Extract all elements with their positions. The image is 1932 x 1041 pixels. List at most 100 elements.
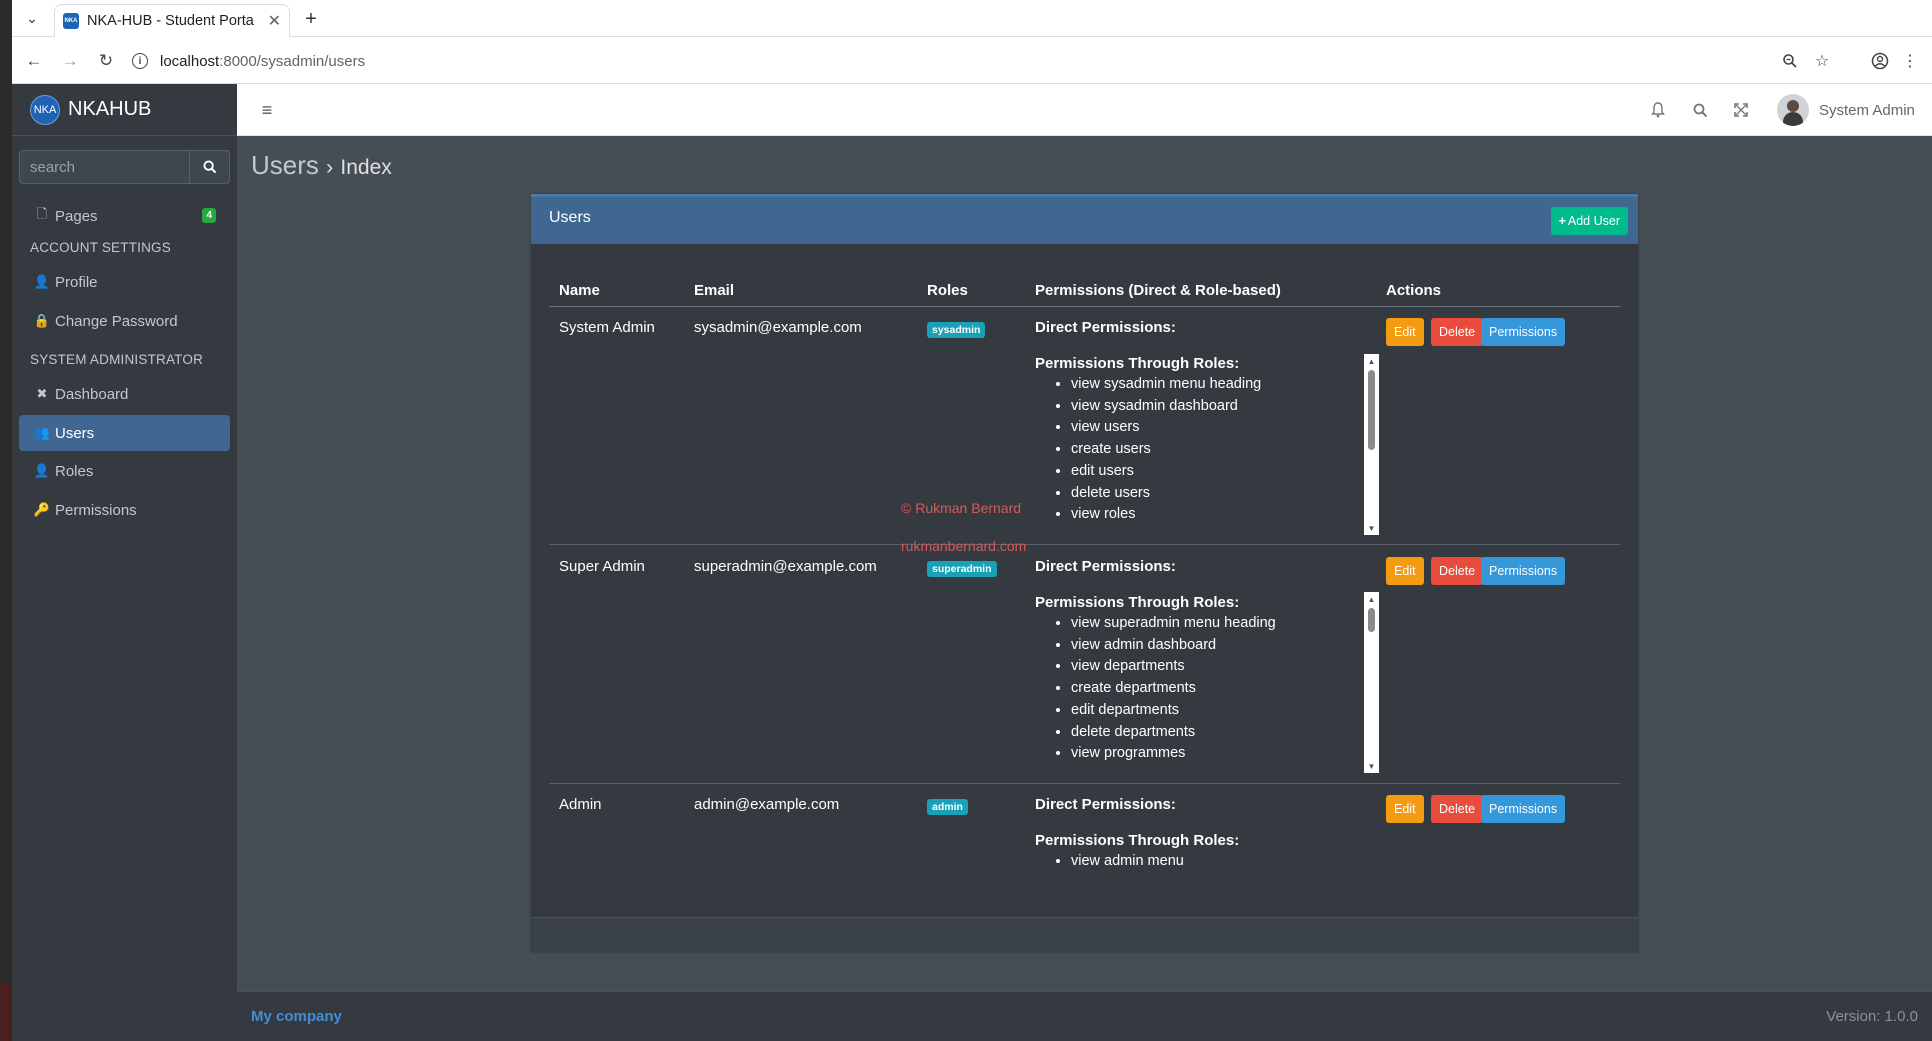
user-name-cell: Admin — [559, 796, 602, 813]
scroll-up-arrow-icon[interactable]: ▲ — [1367, 356, 1376, 366]
tab-close-icon[interactable]: ✕ — [267, 13, 281, 30]
sidebar-item-label: Change Password — [55, 312, 178, 330]
sidebar-item-change-password[interactable]: 🔒 Change Password — [19, 303, 230, 339]
permission-item: delete departments — [1071, 722, 1367, 744]
delete-button[interactable]: Delete — [1431, 795, 1484, 823]
permission-item: view admin dashboard — [1071, 635, 1367, 657]
card-title: Users — [549, 209, 591, 226]
permission-item: view users — [1071, 417, 1367, 439]
new-tab-plus-icon[interactable]: + — [305, 7, 317, 30]
desktop-edge — [0, 0, 12, 1041]
user-email-cell: admin@example.com — [694, 796, 840, 813]
sidebar-item-permissions[interactable]: 🔑 Permissions — [19, 492, 230, 528]
footer-company-link[interactable]: My company — [251, 1008, 342, 1025]
user-icon: 👤 — [33, 274, 51, 289]
tab-search-chevron-icon[interactable]: ⌄ — [26, 9, 38, 26]
sidebar-search-button[interactable] — [189, 150, 230, 184]
main-footer: My company Version: 1.0.0 — [237, 991, 1932, 1041]
site-info-icon[interactable]: i — [132, 53, 148, 69]
fullscreen-icon[interactable] — [1729, 98, 1753, 122]
direct-permissions-label: Direct Permissions: — [1035, 796, 1176, 813]
scroll-up-arrow-icon[interactable]: ▲ — [1367, 594, 1376, 604]
role-badge: superadmin — [927, 561, 997, 577]
permission-item: create users — [1071, 439, 1367, 461]
sidebar-item-dashboard[interactable]: ✖ Dashboard — [19, 376, 230, 412]
permission-item: view sysadmin dashboard — [1071, 396, 1367, 418]
add-user-button[interactable]: + Add User — [1550, 207, 1628, 235]
url-field[interactable]: i localhost:8000/sysadmin/users — [132, 45, 1832, 77]
permission-item: view sysadmin menu heading — [1071, 374, 1367, 396]
row-divider — [549, 783, 1620, 784]
brand-link[interactable]: NKA NKAHUB — [12, 84, 237, 136]
search-icon[interactable] — [1688, 98, 1712, 122]
sidebar-search-input[interactable] — [19, 150, 189, 184]
role-permissions-label: Permissions Through Roles: — [1035, 594, 1240, 611]
file-icon: 🗋 — [36, 206, 48, 221]
sidebar-item-pages[interactable]: 🗋 Pages 4 — [19, 198, 230, 234]
sidebar: 🗋 Pages 4 ACCOUNT SETTINGS 👤 Profile 🔒 C… — [12, 136, 237, 1041]
permission-item: create departments — [1071, 678, 1367, 700]
permission-item: delete users — [1071, 483, 1367, 505]
users-card: Users + Add User Name Email Roles Permis… — [531, 194, 1638, 952]
delete-button[interactable]: Delete — [1431, 557, 1484, 585]
bell-icon[interactable] — [1646, 98, 1670, 122]
user-name: System Admin — [1819, 101, 1915, 119]
top-navbar: ≡ System Admin — [237, 84, 1932, 136]
column-header-email: Email — [694, 282, 735, 299]
sidebar-item-label: Roles — [55, 462, 94, 480]
row-divider — [549, 544, 1620, 545]
watermark-url: rukmanbernard.com — [901, 538, 1027, 554]
permission-item: view superadmin menu heading — [1071, 613, 1367, 635]
edit-button[interactable]: Edit — [1386, 795, 1424, 823]
sidebar-item-label: Permissions — [55, 501, 137, 519]
avatar — [1777, 94, 1809, 126]
url-path: :8000/sysadmin/users — [219, 52, 366, 70]
browser-tab[interactable]: NKA NKA-HUB - Student Porta ✕ — [54, 4, 290, 37]
sidebar-item-profile[interactable]: 👤 Profile — [19, 264, 230, 300]
user-email-cell: superadmin@example.com — [694, 558, 877, 575]
permissions-button[interactable]: Permissions — [1481, 318, 1566, 346]
scroll-thumb[interactable] — [1368, 608, 1375, 632]
sidebar-item-roles[interactable]: 👤 Roles — [19, 453, 230, 489]
lock-icon: 🔒 — [33, 313, 51, 328]
scroll-thumb[interactable] — [1368, 370, 1375, 450]
users-icon: 👥 — [33, 425, 51, 440]
column-header-roles: Roles — [927, 282, 968, 299]
browser-toolbar: ← → ↻ i localhost:8000/sysadmin/users ☆ … — [12, 37, 1932, 84]
footer-version: Version: 1.0.0 — [1826, 1008, 1918, 1025]
page-subtitle: Index — [340, 156, 392, 179]
delete-button[interactable]: Delete — [1431, 318, 1484, 346]
profile-circle-icon[interactable] — [1868, 49, 1892, 73]
permission-item: edit departments — [1071, 700, 1367, 722]
browser-tabstrip: ⌄ NKA NKA-HUB - Student Porta ✕ + — [12, 0, 1932, 37]
role-permissions-list[interactable]: view superadmin menu heading view admin … — [1035, 613, 1367, 795]
hamburger-menu-icon[interactable]: ≡ — [261, 99, 273, 120]
sidebar-item-label: Users — [55, 424, 95, 442]
permissions-button[interactable]: Permissions — [1481, 557, 1566, 585]
header-divider — [549, 306, 1620, 307]
scroll-down-arrow-icon[interactable]: ▼ — [1367, 523, 1376, 533]
card-footer — [531, 917, 1638, 952]
card-header: Users + Add User — [531, 194, 1638, 244]
edit-button[interactable]: Edit — [1386, 557, 1424, 585]
zoom-icon[interactable] — [1778, 49, 1802, 73]
browser-menu-icon[interactable]: ⋮ — [1902, 53, 1918, 70]
sidebar-item-label: Profile — [55, 273, 98, 291]
user-menu[interactable]: System Admin — [1777, 92, 1915, 128]
key-icon: 🔑 — [33, 502, 51, 517]
brand-logo: NKA — [30, 94, 60, 125]
permissions-scrollbar[interactable]: ▲ ▼ — [1364, 592, 1379, 773]
sidebar-item-users[interactable]: 👥 Users — [19, 415, 230, 451]
back-arrow-icon[interactable]: ← — [25, 51, 43, 70]
edit-button[interactable]: Edit — [1386, 318, 1424, 346]
scroll-down-arrow-icon[interactable]: ▼ — [1367, 761, 1376, 771]
account-settings-header: ACCOUNT SETTINGS — [30, 240, 171, 255]
permissions-scrollbar[interactable]: ▲ ▼ — [1364, 354, 1379, 535]
permission-item: view admin menu — [1071, 851, 1367, 873]
reload-icon[interactable]: ↻ — [98, 51, 114, 70]
permission-item: view programmes — [1071, 743, 1367, 765]
forward-arrow-icon[interactable]: → — [61, 51, 79, 70]
permissions-button[interactable]: Permissions — [1481, 795, 1566, 823]
bookmark-star-icon[interactable]: ☆ — [1814, 53, 1830, 70]
role-permissions-list[interactable]: view sysadmin menu heading view sysadmin… — [1035, 374, 1367, 556]
